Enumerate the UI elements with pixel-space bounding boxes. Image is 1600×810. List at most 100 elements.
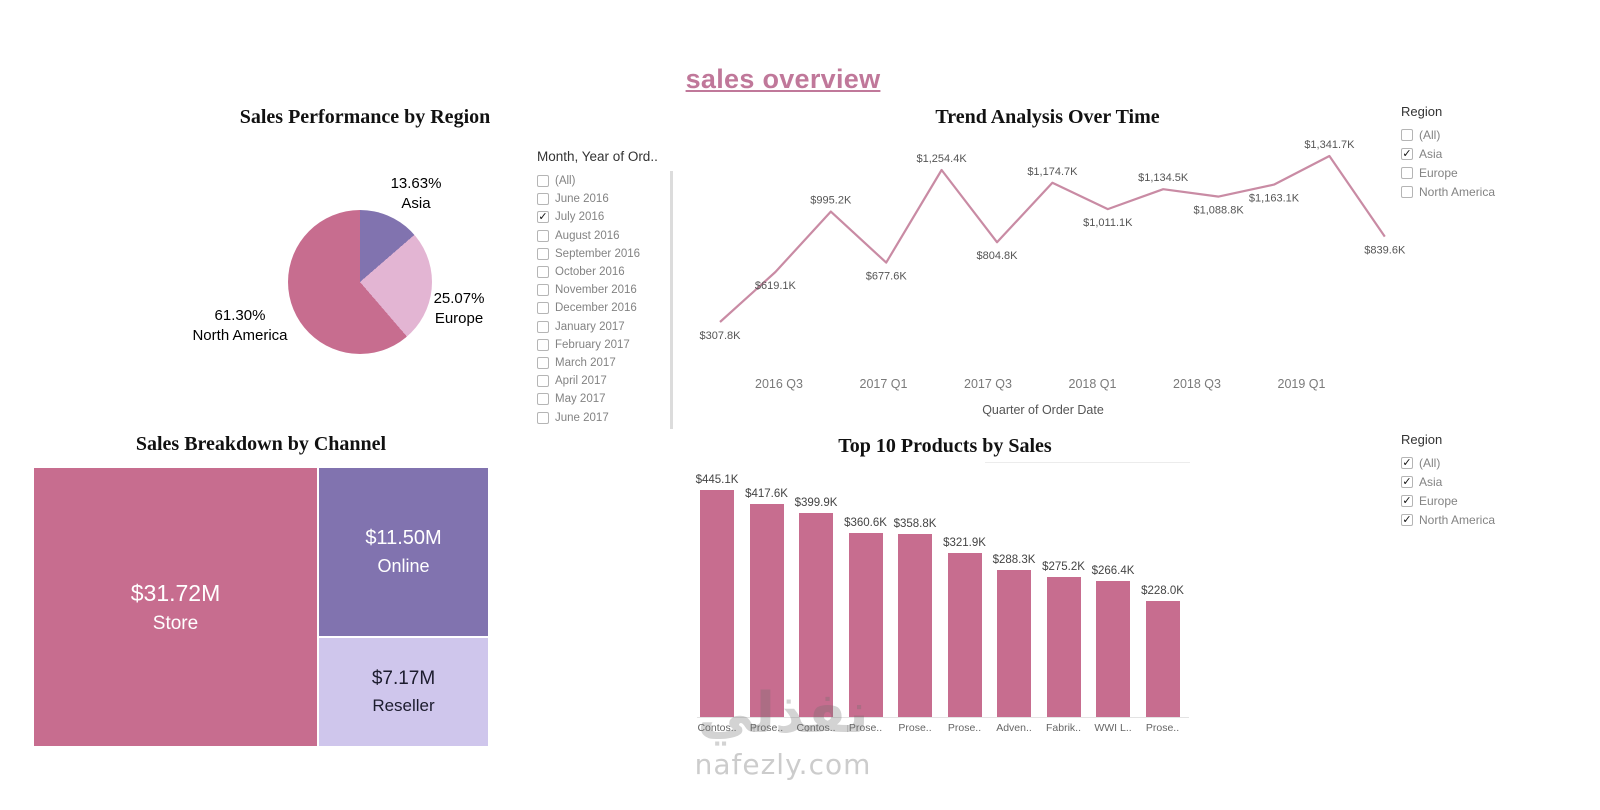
page-title: sales overview xyxy=(685,64,881,94)
bar[interactable] xyxy=(1046,576,1081,717)
bar[interactable] xyxy=(947,552,982,717)
filter-item[interactable]: Europe xyxy=(1401,163,1541,182)
filter-item[interactable]: October 2016 xyxy=(537,263,677,281)
checkbox-unchecked[interactable] xyxy=(537,356,549,369)
filter-item[interactable]: ✓ (All) xyxy=(1401,453,1541,472)
filter-item-label: February 2017 xyxy=(555,338,630,351)
filter-item[interactable]: December 2016 xyxy=(537,299,677,317)
bar[interactable] xyxy=(749,504,784,717)
filter-item[interactable]: March 2017 xyxy=(537,354,677,372)
bar[interactable] xyxy=(1145,600,1180,717)
treemap-label: Online xyxy=(377,556,430,576)
filter-item-label: October 2016 xyxy=(555,266,625,279)
filter-item[interactable]: ✓ North America xyxy=(1401,510,1541,529)
bar-category-label: Contos.. xyxy=(697,722,737,734)
checkbox-checked[interactable]: ✓ xyxy=(1401,475,1413,488)
pie-name-asia: Asia xyxy=(401,195,431,212)
checkbox-unchecked[interactable] xyxy=(537,175,549,188)
checkbox-unchecked[interactable] xyxy=(1401,185,1413,198)
checkbox-unchecked[interactable] xyxy=(537,375,549,388)
checkbox-checked[interactable]: ✓ xyxy=(1401,456,1413,469)
filter-item[interactable]: November 2016 xyxy=(537,281,677,299)
treemap-block-store[interactable]: $31.72M Store xyxy=(34,468,317,746)
filter-item[interactable]: February 2017 xyxy=(537,336,677,354)
checkbox-unchecked[interactable] xyxy=(537,247,549,260)
checkbox-unchecked[interactable] xyxy=(537,193,549,206)
bar-value-label: $417.6K xyxy=(745,488,788,501)
trend-line[interactable] xyxy=(719,154,1386,323)
checkbox-unchecked[interactable] xyxy=(537,411,549,424)
filter-item[interactable]: North America xyxy=(1401,182,1541,201)
treemap-panel: Sales Breakdown by Channel $31.72M Store $… xyxy=(34,433,488,748)
bar-value-label: $358.8K xyxy=(893,518,937,530)
checkbox-checked[interactable]: ✓ xyxy=(1401,513,1413,526)
checkbox-checked[interactable]: ✓ xyxy=(1401,147,1413,160)
filter-item[interactable]: September 2016 xyxy=(537,245,677,263)
pie-name-europe: Europe xyxy=(434,310,484,327)
filter-item-label: December 2016 xyxy=(555,302,637,315)
checkbox-unchecked[interactable] xyxy=(1401,166,1413,179)
bar[interactable] xyxy=(848,533,883,717)
checkbox-checked[interactable]: ✓ xyxy=(537,211,549,224)
checkbox-unchecked[interactable] xyxy=(537,320,549,333)
checkbox-unchecked[interactable] xyxy=(537,393,549,406)
checkbox-unchecked[interactable] xyxy=(537,229,549,242)
filter-item[interactable]: August 2016 xyxy=(537,227,677,245)
filter-item[interactable]: April 2017 xyxy=(537,372,677,390)
bar-chart-top-border xyxy=(985,462,1190,463)
filter-item[interactable]: January 2017 xyxy=(537,318,677,336)
line-chart-title: Trend Analysis Over Time xyxy=(935,106,1160,128)
pie-label-europe: 25.07% Europe xyxy=(434,289,485,329)
region-filter-bottom-title: Region xyxy=(1401,432,1443,447)
pie-chart-panel: Sales Performance by Region 13.63% Asia … xyxy=(180,106,550,401)
checkbox-checked[interactable]: ✓ xyxy=(1401,494,1413,507)
month-filter-scrollbar[interactable] xyxy=(670,171,673,429)
filter-item[interactable]: (All) xyxy=(537,172,677,190)
filter-item[interactable]: ✓ Asia xyxy=(1401,472,1541,491)
filter-item-label: September 2016 xyxy=(555,247,641,260)
bar-chart-baseline xyxy=(697,717,1189,718)
filter-item-label: June 2017 xyxy=(555,411,609,424)
bar-category-label: Prose.. xyxy=(1145,722,1180,734)
filter-item[interactable]: June 2016 xyxy=(537,190,677,208)
checkbox-unchecked[interactable] xyxy=(537,302,549,315)
bar-category-label: Adven.. xyxy=(996,722,1032,734)
checkbox-unchecked[interactable] xyxy=(1401,128,1413,141)
checkbox-unchecked[interactable] xyxy=(537,284,549,297)
region-filter-top: Region (All) ✓ Asia Europe North America xyxy=(1401,104,1541,201)
x-axis-tick: 2018 Q3 xyxy=(1173,377,1221,391)
treemap-block-online[interactable]: $11.50M Online xyxy=(319,468,488,636)
bar-value-label: $399.9K xyxy=(794,497,838,510)
point-value-label: $307.8K xyxy=(700,330,742,342)
treemap-title: Sales Breakdown by Channel xyxy=(135,433,387,455)
point-value-label: $804.8K xyxy=(977,250,1019,262)
month-filter-list: (All) June 2016 ✓ July 2016 August 2016 Septe… xyxy=(537,172,677,427)
bar[interactable] xyxy=(799,513,833,717)
checkbox-unchecked[interactable] xyxy=(537,266,549,279)
x-axis-tick: 2018 Q1 xyxy=(1069,377,1117,391)
filter-item[interactable]: ✓ Asia xyxy=(1401,144,1541,163)
filter-item[interactable]: (All) xyxy=(1401,125,1541,144)
point-value-label: $619.1K xyxy=(755,280,797,292)
filter-item[interactable]: ✓ July 2016 xyxy=(537,208,677,226)
treemap-value: $7.17M xyxy=(371,668,436,689)
treemap-block-reseller[interactable]: $7.17M Reseller xyxy=(319,638,488,746)
bar-chart-panel: Top 10 Products by Sales $445.1K Contos..… xyxy=(695,435,1195,745)
filter-item[interactable]: ✓ Europe xyxy=(1401,491,1541,510)
region-filter-bottom-list: ✓ (All) ✓ Asia ✓ Europe ✓ North America xyxy=(1401,453,1541,529)
watermark-domain: nafezly.com xyxy=(694,748,872,782)
bar[interactable] xyxy=(700,489,734,717)
point-value-label: $1,163.1K xyxy=(1249,193,1300,205)
bar-value-label: $228.0K xyxy=(1141,584,1184,597)
point-value-label: $1,011.1K xyxy=(1083,217,1133,229)
checkbox-unchecked[interactable] xyxy=(537,338,549,351)
bar[interactable] xyxy=(997,569,1031,717)
bar[interactable] xyxy=(1096,581,1130,717)
filter-item[interactable]: May 2017 xyxy=(537,390,677,408)
point-value-label: $995.2K xyxy=(810,195,852,207)
bar-category-label: WWI L.. xyxy=(1094,722,1132,734)
pie-chart[interactable] xyxy=(288,210,432,354)
x-axis-title: Quarter of Order Date xyxy=(982,403,1104,417)
bar[interactable] xyxy=(898,534,932,717)
filter-item[interactable]: June 2017 xyxy=(537,408,677,426)
